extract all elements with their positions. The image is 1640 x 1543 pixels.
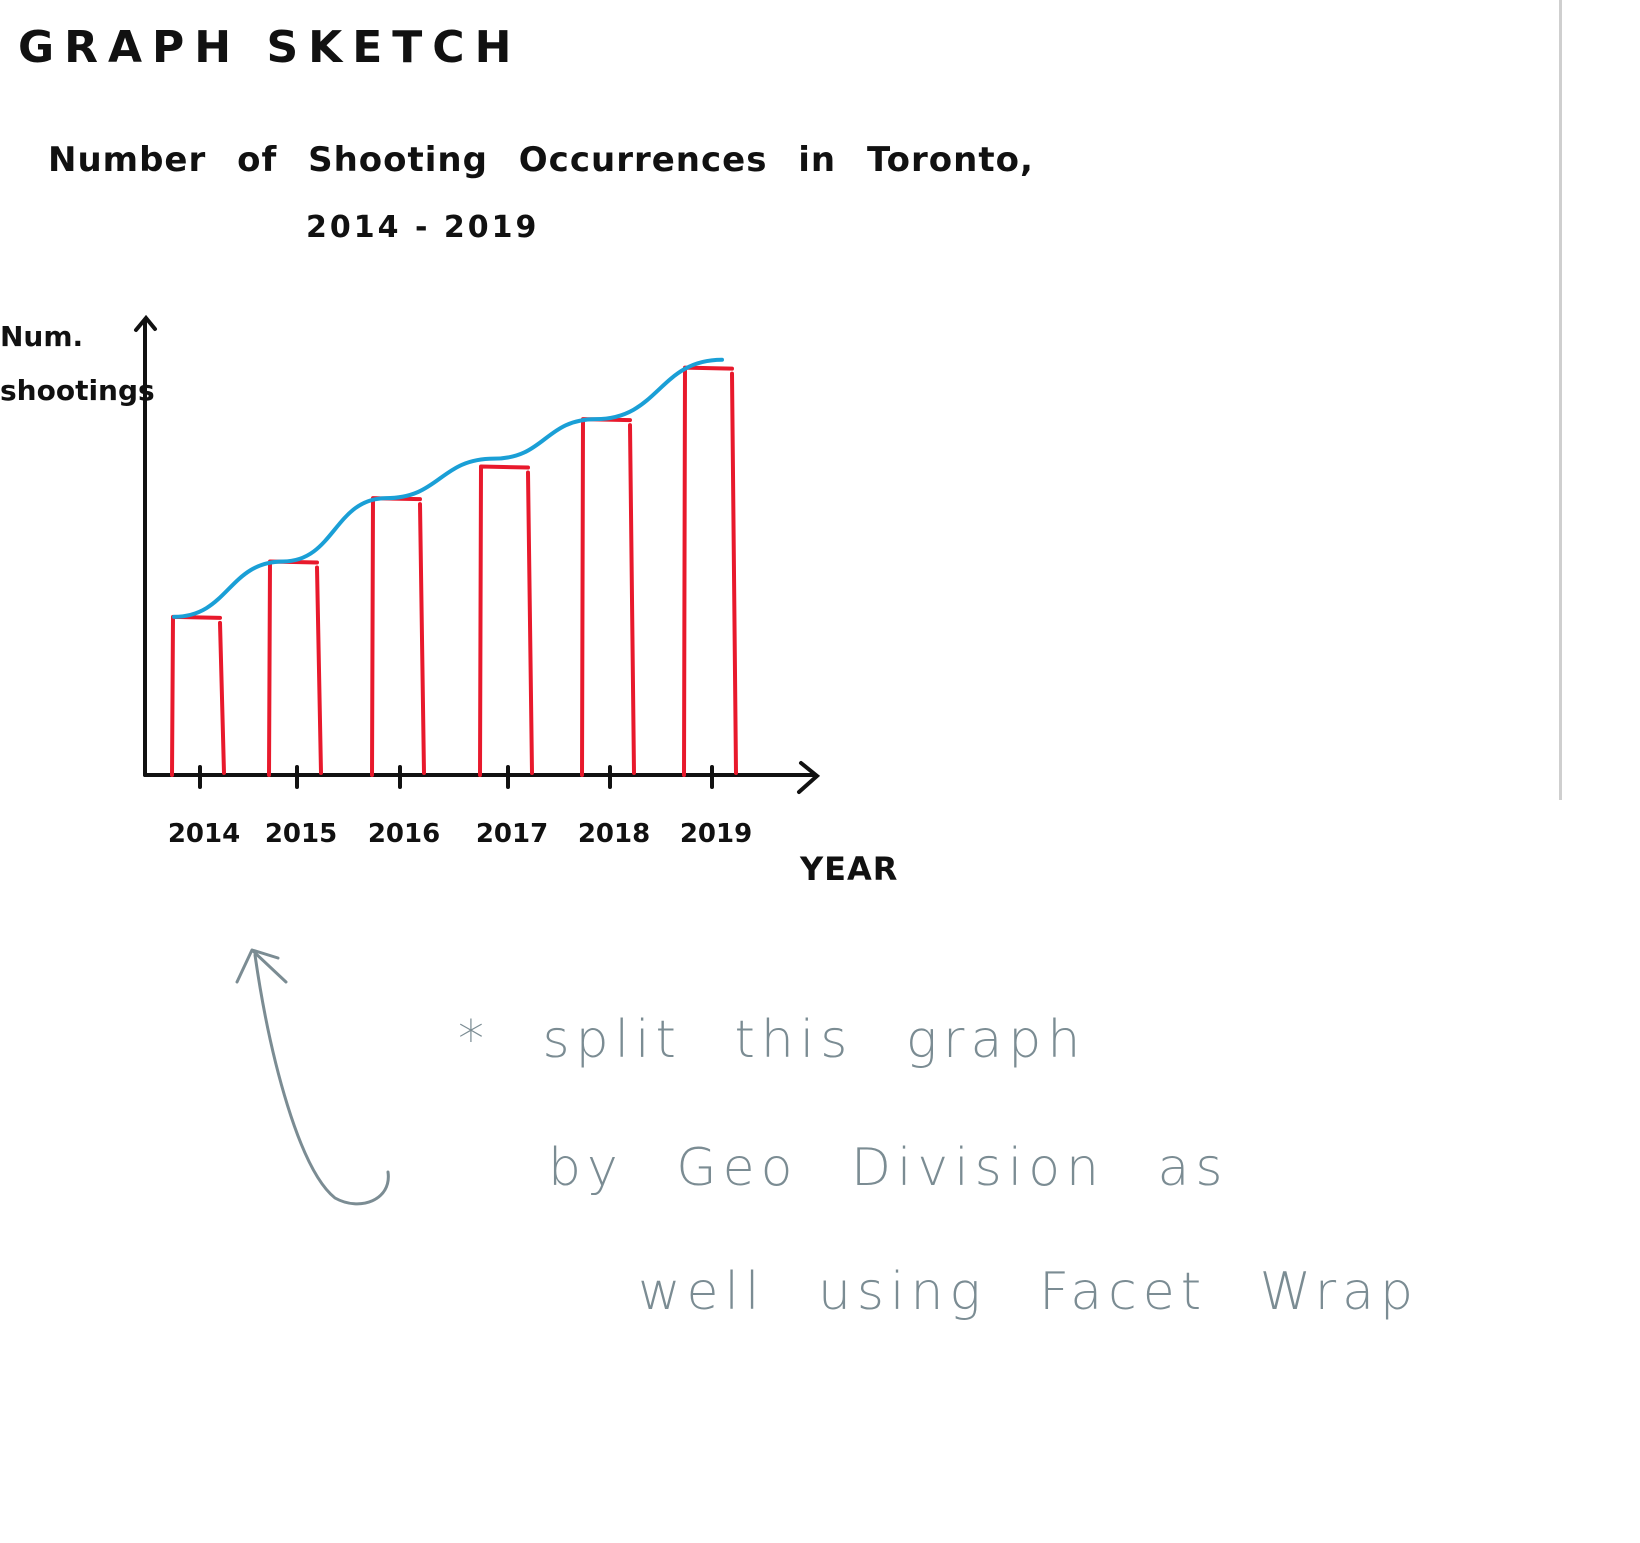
annotation-arrow: [253, 953, 390, 1206]
page-heading: GRAPH SKETCH: [18, 22, 522, 73]
annotation-arrowhead: [235, 948, 288, 984]
scrollbar[interactable]: [1559, 0, 1562, 800]
bar-2018: [580, 417, 636, 777]
chart-title: Number of Shooting Occurrences in Toront…: [48, 140, 1034, 180]
x-tick-label-2016: 2016: [368, 819, 440, 849]
bar-group: [170, 365, 738, 777]
chart-subtitle: 2014 - 2019: [306, 210, 540, 245]
bar-2019: [682, 365, 738, 777]
x-tick-label-2018: 2018: [578, 819, 650, 849]
annotation-arrow-group: [235, 948, 390, 1206]
note-line-3: well using Facet Wrap: [638, 1262, 1419, 1322]
y-axis-arrowhead: [134, 314, 157, 332]
trend-group: [172, 357, 724, 619]
bar-2017: [478, 464, 534, 777]
x-tick-label-2017: 2017: [476, 819, 548, 849]
x-tick-label-2015: 2015: [265, 819, 337, 849]
bar-2015: [267, 559, 323, 777]
x-tick-group: 2014 2015 2016 2017 2018 2019: [168, 765, 752, 849]
x-axis-arrowhead: [797, 761, 821, 794]
x-tick-label-2014: 2014: [168, 819, 240, 849]
note-line-1: * split this graph: [458, 1010, 1087, 1070]
y-axis-label: Num. shootings: [0, 320, 155, 407]
chart-axes: [134, 314, 821, 794]
note-line-2: by Geo Division as: [548, 1138, 1229, 1198]
bar-2016: [370, 496, 426, 777]
x-axis-label: YEAR: [800, 850, 899, 888]
x-tick-label-2019: 2019: [680, 819, 752, 849]
bar-2014: [170, 614, 226, 777]
trend-line: [172, 357, 724, 619]
